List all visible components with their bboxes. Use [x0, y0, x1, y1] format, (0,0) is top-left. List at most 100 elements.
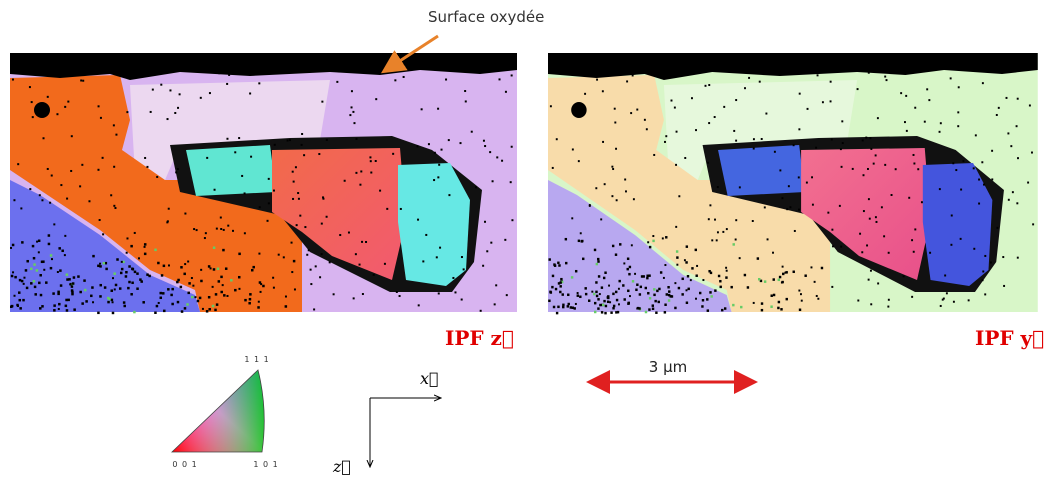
- speckle: [272, 189, 275, 192]
- speckle: [71, 282, 75, 285]
- speckle: [612, 306, 615, 310]
- speckle: [950, 214, 953, 217]
- speckle: [597, 257, 600, 261]
- speckle: [157, 301, 160, 304]
- speckle: [445, 78, 448, 81]
- speckle: [41, 305, 44, 308]
- speckle: [180, 266, 183, 269]
- speckle: [978, 202, 981, 205]
- speckle: [798, 308, 802, 312]
- speckle: [167, 207, 170, 210]
- speckle: [179, 285, 183, 289]
- speckle: [361, 293, 364, 296]
- speckle: [166, 221, 169, 224]
- speckle: [557, 261, 560, 265]
- speckle: [314, 265, 317, 268]
- speckle: [177, 278, 180, 282]
- speckle: [805, 181, 808, 184]
- speckle: [577, 239, 581, 243]
- speckle: [83, 288, 87, 292]
- speckle: [668, 290, 671, 293]
- speckle: [92, 254, 95, 258]
- speckle: [763, 280, 767, 283]
- speckle: [597, 260, 600, 263]
- speckle: [599, 303, 602, 307]
- speckle: [615, 311, 618, 314]
- speckle: [98, 219, 101, 222]
- speckle: [61, 249, 64, 253]
- speckle: [984, 293, 987, 296]
- speckle: [648, 245, 652, 249]
- speckle: [46, 95, 49, 98]
- speckle: [374, 160, 377, 163]
- speckle: [16, 305, 19, 308]
- speckle: [815, 294, 818, 297]
- speckle: [238, 252, 241, 256]
- speckle: [81, 302, 84, 305]
- speckle: [681, 277, 684, 281]
- speckle: [701, 299, 705, 302]
- speckle: [496, 156, 499, 159]
- speckle: [470, 130, 473, 133]
- speckle: [571, 217, 574, 220]
- speckle: [695, 129, 697, 132]
- speckle: [708, 122, 711, 125]
- speckle: [18, 278, 22, 282]
- speckle: [914, 106, 917, 109]
- speckle: [65, 309, 69, 312]
- speckle: [320, 253, 323, 256]
- speckle: [422, 260, 425, 263]
- speckle: [64, 234, 67, 237]
- speckle: [1015, 125, 1018, 128]
- speckle: [685, 261, 688, 264]
- speckle: [273, 143, 276, 146]
- speckle: [725, 276, 728, 279]
- speckle: [493, 303, 496, 306]
- speckle: [905, 129, 908, 132]
- speckle: [744, 87, 746, 90]
- speckle: [425, 233, 428, 236]
- speckle: [64, 105, 67, 108]
- speckle: [595, 290, 598, 294]
- speckle: [709, 291, 712, 294]
- speckle: [612, 292, 615, 296]
- speckle: [582, 257, 585, 261]
- speckle: [114, 207, 117, 210]
- speckle: [433, 151, 436, 154]
- speckle: [615, 298, 619, 302]
- speckle: [723, 307, 727, 310]
- speckle: [128, 265, 131, 268]
- speckle: [831, 228, 834, 231]
- speckle: [124, 275, 128, 278]
- speckle: [82, 79, 85, 82]
- speckle: [262, 284, 265, 288]
- speckle: [551, 274, 555, 278]
- speckle: [804, 274, 807, 277]
- speckle: [386, 207, 389, 210]
- speckle: [92, 301, 95, 304]
- speckle: [904, 121, 906, 124]
- key-corner: 1 1 1: [244, 355, 269, 364]
- speckle: [866, 244, 869, 247]
- speckle: [569, 306, 573, 309]
- speckle: [827, 211, 830, 214]
- speckle: [894, 168, 897, 171]
- speckle: [1003, 284, 1006, 287]
- speckle: [219, 216, 222, 219]
- ipf-map-y: [548, 53, 1038, 315]
- speckle: [176, 300, 180, 304]
- speckle: [785, 271, 788, 274]
- speckle: [811, 203, 814, 206]
- speckle: [859, 232, 862, 235]
- speckle: [186, 303, 189, 306]
- speckle: [875, 220, 878, 223]
- speckle: [307, 249, 310, 252]
- speckle: [11, 78, 14, 81]
- speckle: [63, 254, 66, 257]
- speckle: [313, 308, 316, 311]
- speckle: [685, 289, 688, 292]
- speckle: [72, 276, 76, 279]
- speckle: [163, 309, 166, 313]
- speckle: [629, 295, 631, 298]
- speckle: [781, 265, 784, 268]
